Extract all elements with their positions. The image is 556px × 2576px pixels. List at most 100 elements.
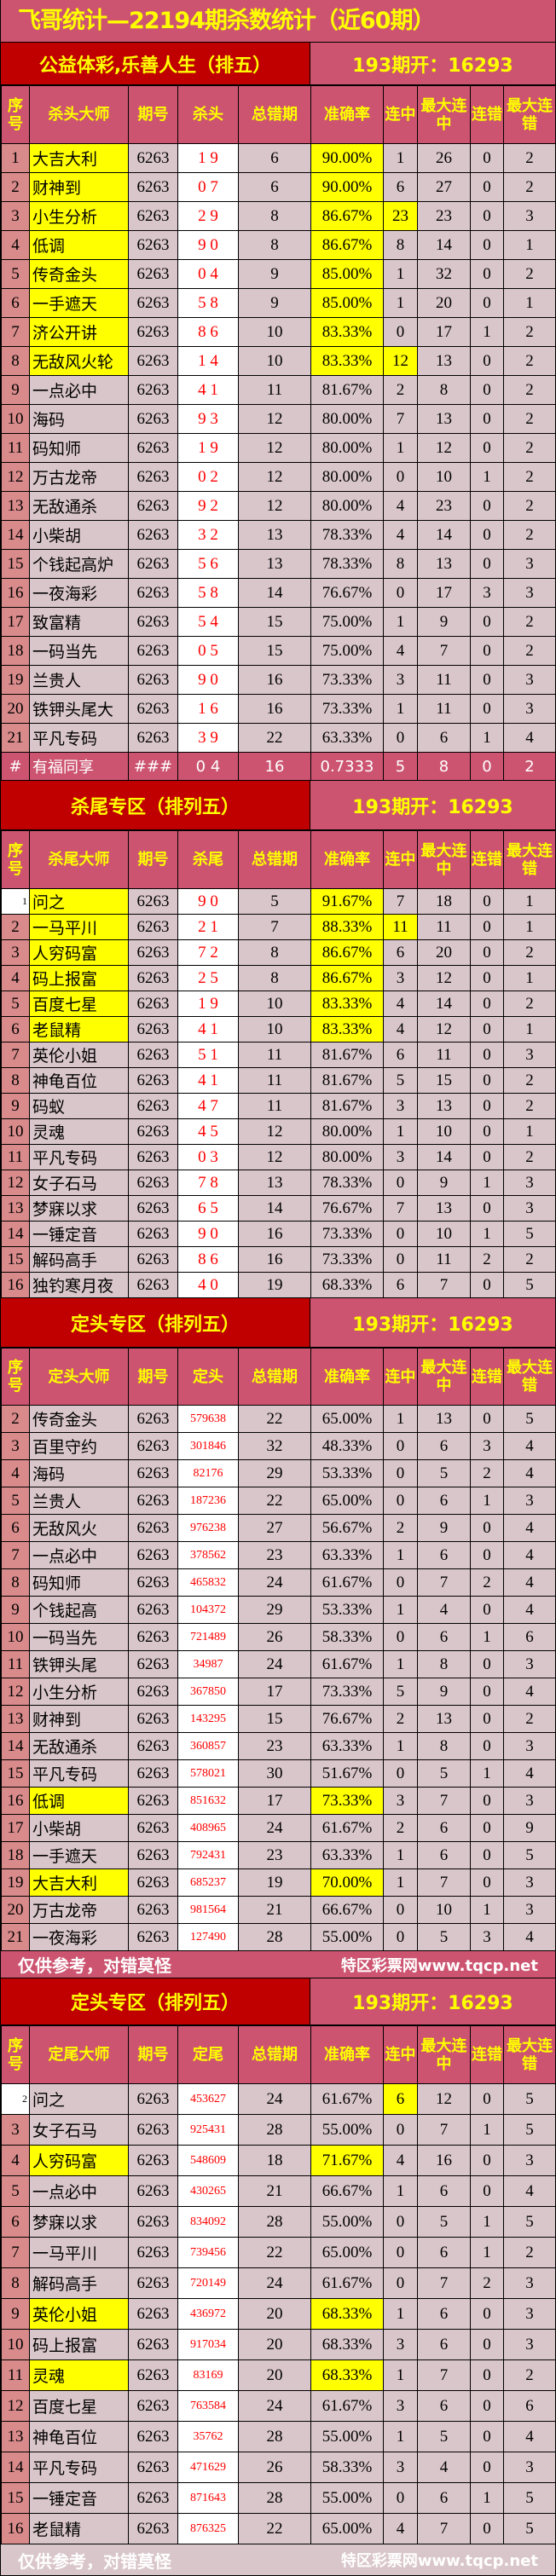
cell-accuracy: 55.00% — [310, 2206, 384, 2238]
cell-accuracy: 61.67% — [310, 1814, 384, 1842]
cell-max-miss-streak: 2 — [503, 1067, 556, 1094]
cell-pick: 104372 — [177, 1596, 239, 1624]
cell-name: 梦寐以求 — [29, 2206, 129, 2238]
cell-max-miss-streak: 2 — [503, 317, 556, 347]
cell-accuracy: 81.67% — [310, 1042, 384, 1068]
cell-total-errors: 12 — [238, 433, 311, 463]
cell-max-miss-streak: 2 — [503, 939, 556, 966]
cell-total-errors: 30 — [238, 1759, 311, 1788]
cell-max-streak: 6 — [417, 723, 471, 753]
cell-period: 6263 — [128, 636, 178, 666]
column-header-max-miss-streak: 最大连错 — [503, 830, 556, 889]
cell-period: 6263 — [128, 1246, 178, 1273]
cell-seq: 13 — [1, 1705, 30, 1733]
cell-accuracy: 81.67% — [310, 1067, 384, 1094]
column-header-name: 定尾大师 — [29, 2025, 129, 2084]
cell-max-miss-streak: 1 — [503, 965, 556, 991]
cell-miss-streak: 0 — [470, 1195, 504, 1222]
summary-total-errors: 16 — [238, 752, 311, 781]
cell-miss-streak: 0 — [470, 1541, 504, 1569]
cell-streak: 3 — [383, 2452, 418, 2483]
table-row: 3 女子石马 6263 925431 28 55.00% 0 7 1 5 — [1, 2114, 556, 2146]
column-header-max-streak: 最大连中 — [417, 1348, 471, 1406]
cell-streak: 4 — [383, 2513, 418, 2544]
cell-miss-streak: 0 — [470, 991, 504, 1017]
cell-name: 灵魂 — [29, 2359, 129, 2391]
site-link[interactable]: 特区彩票网www.tqcp.net — [340, 1956, 538, 1975]
cell-streak: 0 — [383, 317, 418, 347]
cell-max-miss-streak: 5 — [503, 2513, 556, 2544]
cell-max-streak: 9 — [417, 1514, 471, 1542]
cell-miss-streak: 0 — [470, 288, 504, 318]
disclaimer: 仅供参考，对错莫怪 — [18, 2550, 171, 2572]
cell-name: 兰贵人 — [29, 665, 129, 695]
cell-seq: 20 — [1, 1896, 30, 1924]
cell-pick: 4 7 — [177, 1093, 239, 1119]
cell-total-errors: 8 — [238, 201, 311, 231]
cell-streak: 0 — [383, 2114, 418, 2146]
cell-pick: 1 6 — [177, 694, 239, 724]
cell-miss-streak: 0 — [470, 259, 504, 289]
cell-max-miss-streak: 1 — [503, 888, 556, 915]
cell-pick: 408965 — [177, 1814, 239, 1842]
table-row: 4 海码 6263 82176 29 53.33% 0 5 2 4 — [1, 1459, 556, 1487]
cell-accuracy: 66.67% — [310, 1896, 384, 1924]
cell-pick: 1 9 — [177, 991, 239, 1017]
cell-total-errors: 12 — [238, 491, 311, 521]
cell-streak: 3 — [383, 1093, 418, 1119]
cell-streak: 0 — [383, 462, 418, 492]
cell-max-streak: 26 — [417, 143, 471, 173]
cell-pick: 6 5 — [177, 1195, 239, 1222]
table-row: 19 兰贵人 6263 9 0 16 73.33% 3 11 0 3 — [1, 665, 556, 695]
cell-pick: 0 4 — [177, 259, 239, 289]
cell-accuracy: 78.33% — [310, 1170, 384, 1196]
cell-period: 6263 — [128, 991, 178, 1017]
cell-max-miss-streak: 3 — [503, 1042, 556, 1068]
cell-name: 平凡专码 — [29, 723, 129, 753]
cell-total-errors: 13 — [238, 520, 311, 550]
cell-miss-streak: 0 — [470, 346, 504, 376]
cell-miss-streak: 0 — [470, 201, 504, 231]
column-header-period: 期号 — [128, 85, 178, 144]
cell-accuracy: 55.00% — [310, 1923, 384, 1951]
cell-max-miss-streak: 2 — [503, 491, 556, 521]
cell-streak: 1 — [383, 694, 418, 724]
cell-name: 致富精 — [29, 607, 129, 637]
cell-name: 财神到 — [29, 1705, 129, 1733]
cell-max-miss-streak: 4 — [503, 1432, 556, 1460]
cell-max-miss-streak: 3 — [503, 1170, 556, 1196]
cell-accuracy: 65.00% — [310, 1405, 384, 1433]
cell-pick: 7 8 — [177, 1170, 239, 1196]
cell-period: 6263 — [128, 1787, 178, 1815]
cell-streak: 1 — [383, 2175, 418, 2207]
cell-name: 一码当先 — [29, 636, 129, 666]
table-row: 11 铁钾头尾 6263 34987 24 61.67% 1 8 0 3 — [1, 1650, 556, 1678]
cell-accuracy: 80.00% — [310, 404, 384, 434]
cell-accuracy: 86.67% — [310, 201, 384, 231]
cell-total-errors: 27 — [238, 1514, 311, 1542]
table-row: 16 独钓寒月夜 6263 4 0 19 68.33% 6 7 0 5 — [1, 1272, 556, 1298]
cell-streak: 1 — [383, 2421, 418, 2452]
draw-result: 193期开：16293 — [310, 1298, 555, 1347]
cell-miss-streak: 1 — [470, 1487, 504, 1515]
cell-total-errors: 12 — [238, 462, 311, 492]
cell-pick: 0 3 — [177, 1144, 239, 1170]
site-link[interactable]: 特区彩票网www.tqcp.net — [340, 2552, 538, 2570]
cell-pick: 0 2 — [177, 462, 239, 492]
cell-period: 6263 — [128, 1841, 178, 1869]
cell-streak: 1 — [383, 143, 418, 173]
cell-period: 6263 — [128, 1596, 178, 1624]
cell-streak: 0 — [383, 1623, 418, 1651]
column-header-miss-streak: 连错 — [470, 2025, 504, 2084]
cell-max-streak: 8 — [417, 375, 471, 405]
cell-period: 6263 — [128, 1405, 178, 1433]
section-title: 公益体彩,乐善人生（排五） — [1, 43, 310, 84]
cell-max-miss-streak: 3 — [503, 201, 556, 231]
cell-max-streak: 13 — [417, 549, 471, 579]
cell-streak: 1 — [383, 433, 418, 463]
cell-seq: 8 — [1, 1568, 30, 1597]
cell-period: 6263 — [128, 1067, 178, 1094]
cell-seq: 15 — [1, 1759, 30, 1788]
cell-name: 灵魂 — [29, 1118, 129, 1145]
